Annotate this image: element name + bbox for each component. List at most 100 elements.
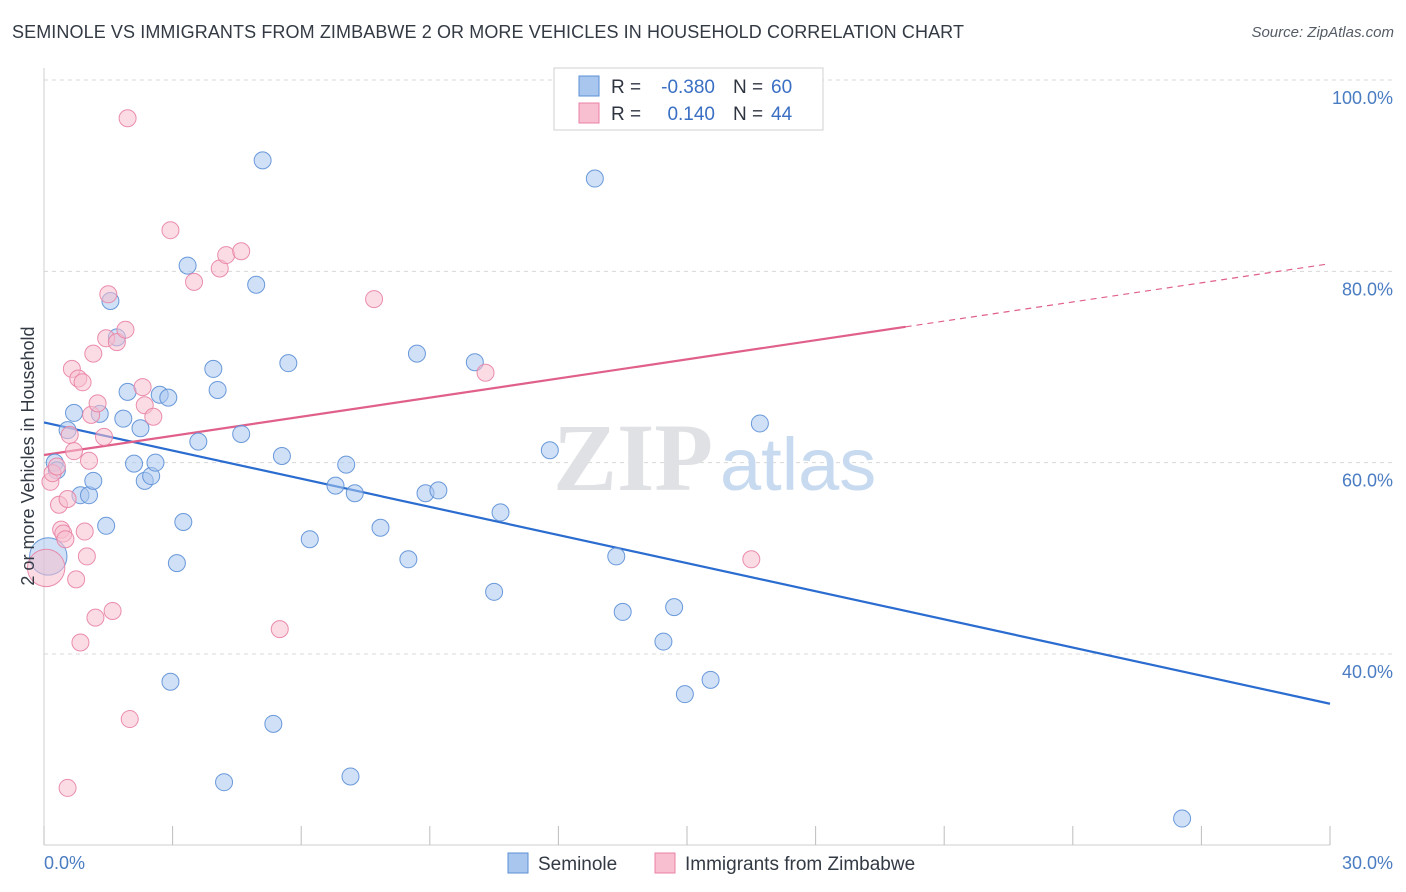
gridlines xyxy=(44,79,1392,655)
zimbabwe-point xyxy=(73,373,92,392)
seminole-point xyxy=(65,403,84,422)
zimbabwe-point xyxy=(58,490,77,509)
zimbabwe-point xyxy=(86,608,105,627)
zimbabwe-point xyxy=(95,427,114,446)
zimbabwe-point xyxy=(65,442,84,461)
legend-r-value-seminole: -0.380 xyxy=(661,77,715,98)
bottom-legend: Seminole Immigrants from Zimbabwe xyxy=(507,852,915,875)
seminole-point xyxy=(253,151,272,170)
seminole-point xyxy=(118,382,137,401)
legend-r-label: R = xyxy=(611,104,641,125)
y-axis-label: 2 or more Vehicles in Household xyxy=(18,326,38,585)
legend-swatch-seminole xyxy=(578,75,600,97)
zimbabwe-point xyxy=(365,290,384,309)
x-tick-label: 0.0% xyxy=(44,853,85,873)
legend-n-value-zimbabwe: 44 xyxy=(771,104,793,125)
legend-n-label: N = xyxy=(733,104,763,125)
zimbabwe-point xyxy=(75,522,94,541)
seminole-point xyxy=(247,275,266,294)
seminole-point xyxy=(97,516,116,535)
seminole-point xyxy=(540,441,559,460)
seminole-point xyxy=(167,554,186,573)
seminole-point xyxy=(465,353,484,372)
legend-swatch-zimbabwe xyxy=(578,102,600,124)
seminole-point xyxy=(1173,809,1192,828)
seminole-point xyxy=(272,446,291,465)
zimbabwe-point xyxy=(185,272,204,291)
trend-line-seminole xyxy=(43,421,1331,705)
bottom-legend-zimbabwe: Immigrants from Zimbabwe xyxy=(685,854,915,875)
zimbabwe-point xyxy=(67,570,86,589)
seminole-point xyxy=(407,344,426,363)
data-points xyxy=(26,109,1192,828)
zimbabwe-point xyxy=(99,285,118,304)
zimbabwe-point xyxy=(56,530,75,549)
zimbabwe-point xyxy=(232,242,251,261)
bottom-legend-swatch-zimbabwe xyxy=(654,852,676,874)
seminole-point xyxy=(613,602,632,621)
zimbabwe-point xyxy=(742,550,761,569)
y-tick-labels: 40.0% 60.0% 80.0% 100.0% xyxy=(1332,88,1393,682)
seminole-point xyxy=(337,455,356,474)
zimbabwe-point xyxy=(103,601,122,620)
x-tick-label: 30.0% xyxy=(1342,853,1393,873)
seminole-point xyxy=(204,359,223,378)
zimbabwe-point xyxy=(118,109,137,128)
seminole-point xyxy=(131,419,150,438)
trend-line-zimbabwe-extrapolated xyxy=(905,263,1331,328)
seminole-point xyxy=(701,670,720,689)
y-tick-label: 80.0% xyxy=(1342,279,1393,299)
zimbabwe-point xyxy=(88,394,107,413)
zimbabwe-point xyxy=(161,221,180,240)
seminole-point xyxy=(189,432,208,451)
seminole-point xyxy=(345,484,364,503)
zimbabwe-point xyxy=(133,378,152,397)
zimbabwe-point xyxy=(84,344,103,363)
seminole-point xyxy=(208,380,227,399)
legend-r-value-zimbabwe: 0.140 xyxy=(667,104,715,125)
seminole-point xyxy=(146,453,165,472)
zimbabwe-point xyxy=(107,333,126,352)
seminole-point xyxy=(429,481,448,500)
legend-n-value-seminole: 60 xyxy=(771,77,792,98)
x-tick-labels: 0.0% 30.0% xyxy=(44,853,1393,873)
watermark: ZIP atlas xyxy=(553,404,876,511)
axes xyxy=(43,68,1331,846)
seminole-point xyxy=(491,503,510,522)
zimbabwe-point xyxy=(58,778,77,797)
seminole-point xyxy=(654,632,673,651)
seminole-point xyxy=(215,773,234,792)
seminole-point xyxy=(371,518,390,537)
legend-n-label: N = xyxy=(733,77,763,98)
zimbabwe-point xyxy=(270,620,289,639)
legend-box: R = -0.380 N = 60 R = 0.140 N = 44 xyxy=(553,67,824,131)
zimbabwe-point xyxy=(217,246,236,265)
y-tick-label: 100.0% xyxy=(1332,88,1393,108)
seminole-point xyxy=(665,598,684,617)
trend-line-zimbabwe xyxy=(43,325,906,457)
seminole-point xyxy=(300,530,319,549)
zimbabwe-point xyxy=(47,457,66,476)
chart-title: SEMINOLE VS IMMIGRANTS FROM ZIMBABWE 2 O… xyxy=(12,22,965,42)
seminole-point xyxy=(675,685,694,704)
trend-lines xyxy=(43,263,1331,705)
y-tick-label: 40.0% xyxy=(1342,662,1393,682)
seminole-point xyxy=(161,672,180,691)
seminole-point xyxy=(485,582,504,601)
seminole-point xyxy=(264,714,283,733)
zimbabwe-point xyxy=(80,451,99,470)
seminole-point xyxy=(279,354,298,373)
zimbabwe-point xyxy=(144,407,163,426)
seminole-point xyxy=(750,414,769,433)
seminole-point xyxy=(399,550,418,569)
seminole-point xyxy=(607,547,626,566)
seminole-point xyxy=(125,454,144,473)
seminole-point xyxy=(114,409,133,428)
watermark-zip: ZIP xyxy=(553,404,713,511)
zimbabwe-point xyxy=(71,633,90,652)
zimbabwe-point xyxy=(116,320,135,339)
bottom-legend-seminole: Seminole xyxy=(538,854,617,875)
zimbabwe-point xyxy=(26,548,66,588)
seminole-point xyxy=(84,471,103,490)
